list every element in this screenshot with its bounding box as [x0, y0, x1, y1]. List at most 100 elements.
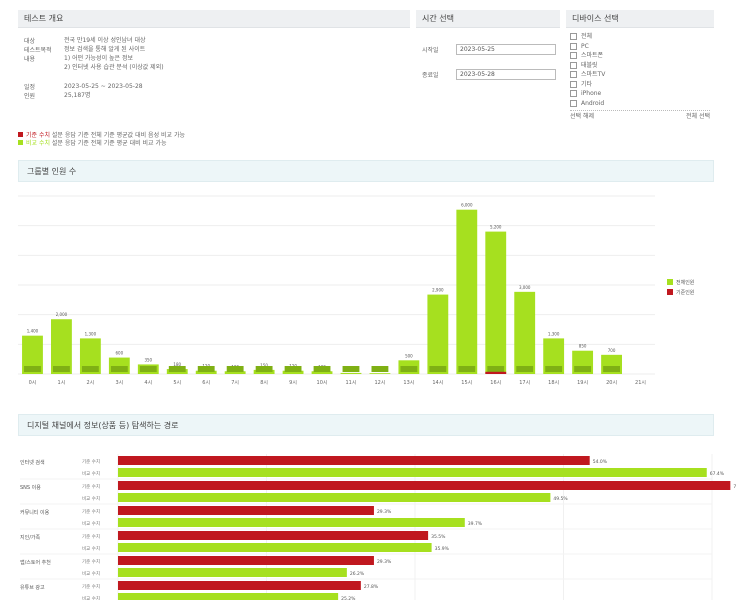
device-option[interactable]: iPhone [570, 89, 714, 99]
bar [282, 370, 304, 374]
device-checkbox[interactable] [570, 80, 577, 88]
x-tick-label: 9시 [289, 380, 297, 386]
bar-inner-label [226, 366, 244, 372]
overview-row-label: 테스트목적 [24, 47, 52, 54]
device-option[interactable]: 스마트폰 [570, 51, 714, 61]
series-label: 비교 수치 [82, 470, 100, 477]
bar-inner-label [110, 366, 128, 372]
x-tick-label: 14시 [432, 380, 443, 386]
x-tick-label: 12시 [374, 380, 385, 386]
bar-value-label: 500 [405, 353, 413, 358]
device-option-label: Android [581, 99, 605, 107]
deselect-all-link[interactable]: 선택 해제 [570, 113, 594, 120]
x-tick-label: 7시 [231, 380, 239, 386]
x-tick-label: 16시 [490, 380, 501, 386]
bar [311, 371, 333, 374]
legend-note-swatch [18, 132, 23, 137]
overview-row-line: 전국 만19세 이상 성인남녀 대상 [64, 37, 146, 44]
legend-note-label: 기준 수치 [26, 132, 52, 139]
legend-note-text: 설문 응답 기준 전체 기준 평균값 대비 음성 비교 가능 [51, 132, 185, 139]
x-tick-label: 21시 [635, 380, 646, 386]
legend-label: 전체인원 [676, 279, 695, 286]
bar-inner-label [168, 366, 186, 372]
bar [543, 338, 565, 374]
device-checkbox[interactable] [570, 61, 577, 69]
bar-inner-label [197, 366, 215, 372]
device-options: 전체 PC 스마트폰 태블릿 스마트TV 기타 iPhone Android [566, 28, 714, 108]
bar [79, 338, 101, 374]
x-tick-label: 5시 [173, 380, 181, 386]
overview-row: 일정 2023-05-25 ~ 2023-05-28 [24, 82, 404, 91]
device-checkbox[interactable] [570, 33, 577, 40]
device-option[interactable]: PC [570, 42, 714, 52]
hbar-value-label: 25.2% [341, 596, 356, 600]
bar-inner-label [342, 366, 360, 372]
series-label: 기준 수치 [82, 458, 100, 465]
bar [456, 209, 478, 374]
device-option[interactable]: 스마트TV [570, 70, 714, 80]
bar-inner-label [371, 366, 389, 372]
overview-row-value: 1) 어떤 가능성이 높은 정보 2) 인터넷 사용 습관 분석 (이상값 제외) [64, 54, 164, 72]
device-option-label: 기타 [581, 80, 593, 88]
select-all-link[interactable]: 전체 선택 [686, 113, 710, 120]
overview-row-value: 2023-05-25 ~ 2023-05-28 [64, 82, 143, 91]
overview-rows: 대상 전국 만19세 이상 성인남녀 대상 테스트목적 정보 검색을 통해 알게 된 … [18, 28, 410, 100]
device-option-label: iPhone [581, 90, 602, 97]
device-option[interactable]: Android [570, 99, 714, 109]
device-option-label: 스마트TV [581, 71, 606, 78]
device-checkbox[interactable] [570, 52, 577, 59]
bar-inner-label [516, 366, 534, 372]
hbar [118, 568, 347, 577]
hbar-value-label: 26.2% [350, 571, 365, 577]
overview-row-line: 2) 인터넷 사용 습관 분석 (이상값 제외) [64, 64, 164, 71]
x-tick-label: 17시 [519, 380, 530, 386]
x-tick-label: 20시 [606, 380, 617, 386]
bar [369, 373, 391, 374]
bar-value-label: 700 [608, 348, 616, 353]
hbar-value-label: 54.0% [593, 459, 608, 465]
device-checkbox[interactable] [570, 90, 577, 97]
device-checkbox[interactable] [570, 71, 577, 78]
overview-row-label: 대상 [24, 38, 36, 45]
device-checkbox[interactable] [570, 99, 577, 107]
bar-value-label: 1,300 [548, 331, 560, 336]
device-option[interactable]: 기타 [570, 80, 714, 90]
overview-row-line: 25,187명 [64, 92, 91, 99]
time-select-panel: 시간 선택 시작일 2023-05-25 종료일 2023-05-28 [416, 10, 560, 120]
hbar [118, 581, 361, 590]
bar-value-label: 2,900 [432, 288, 444, 293]
overview-row-label: 일정 [24, 84, 36, 91]
overview-row-value: 25,187명 [64, 91, 91, 100]
category-label: 지인/가족 [20, 534, 40, 541]
series-label: 기준 수치 [82, 533, 100, 540]
device-option[interactable]: 태블릿 [570, 61, 714, 71]
bar-value-label: 1,300 [85, 331, 97, 336]
device-option[interactable]: 전체 [570, 32, 714, 42]
series-label: 기준 수치 [82, 558, 100, 565]
bar-inner-label [487, 366, 505, 372]
start-date-input[interactable]: 2023-05-25 [456, 44, 556, 55]
legend-swatch [667, 289, 673, 295]
overview-row: 대상 전국 만19세 이상 성인남녀 대상 [24, 36, 404, 45]
bar-inner-label [458, 366, 476, 372]
category-label: 앱/스토어 추천 [20, 559, 51, 566]
hbar-value-label: 70.1% [733, 484, 736, 490]
time-select-title: 시간 선택 [416, 10, 560, 28]
legend-note-text: 설문 응답 기준 전체 기준 평균 대비 비교 가능 [51, 140, 167, 147]
bar-base [485, 371, 507, 374]
device-checkbox[interactable] [570, 42, 577, 50]
overview-row-line: 2023-05-25 ~ 2023-05-28 [64, 83, 143, 90]
legend-note: 비교 수치 설문 응답 기준 전체 기준 평균 대비 비교 가능 [18, 140, 410, 148]
bar-inner-label [139, 366, 157, 372]
series-label: 비교 수치 [82, 495, 100, 502]
hbar [118, 506, 374, 515]
hbar-value-label: 39.7% [468, 521, 483, 527]
chart2-section-title: 디지털 채널에서 정보(상품 등) 탐색하는 경로 [18, 414, 714, 436]
bar-inner-label [81, 366, 99, 372]
category-label: SNS 이용 [20, 484, 41, 491]
hbar-value-label: 29.3% [377, 559, 392, 565]
overview-row-value: 전국 만19세 이상 성인남녀 대상 [64, 36, 146, 45]
bar-value-label: 600 [116, 351, 124, 356]
overview-row: 내용 1) 어떤 가능성이 높은 정보 2) 인터넷 사용 습관 분석 (이상값 제… [24, 54, 404, 72]
end-date-input[interactable]: 2023-05-28 [456, 69, 556, 80]
